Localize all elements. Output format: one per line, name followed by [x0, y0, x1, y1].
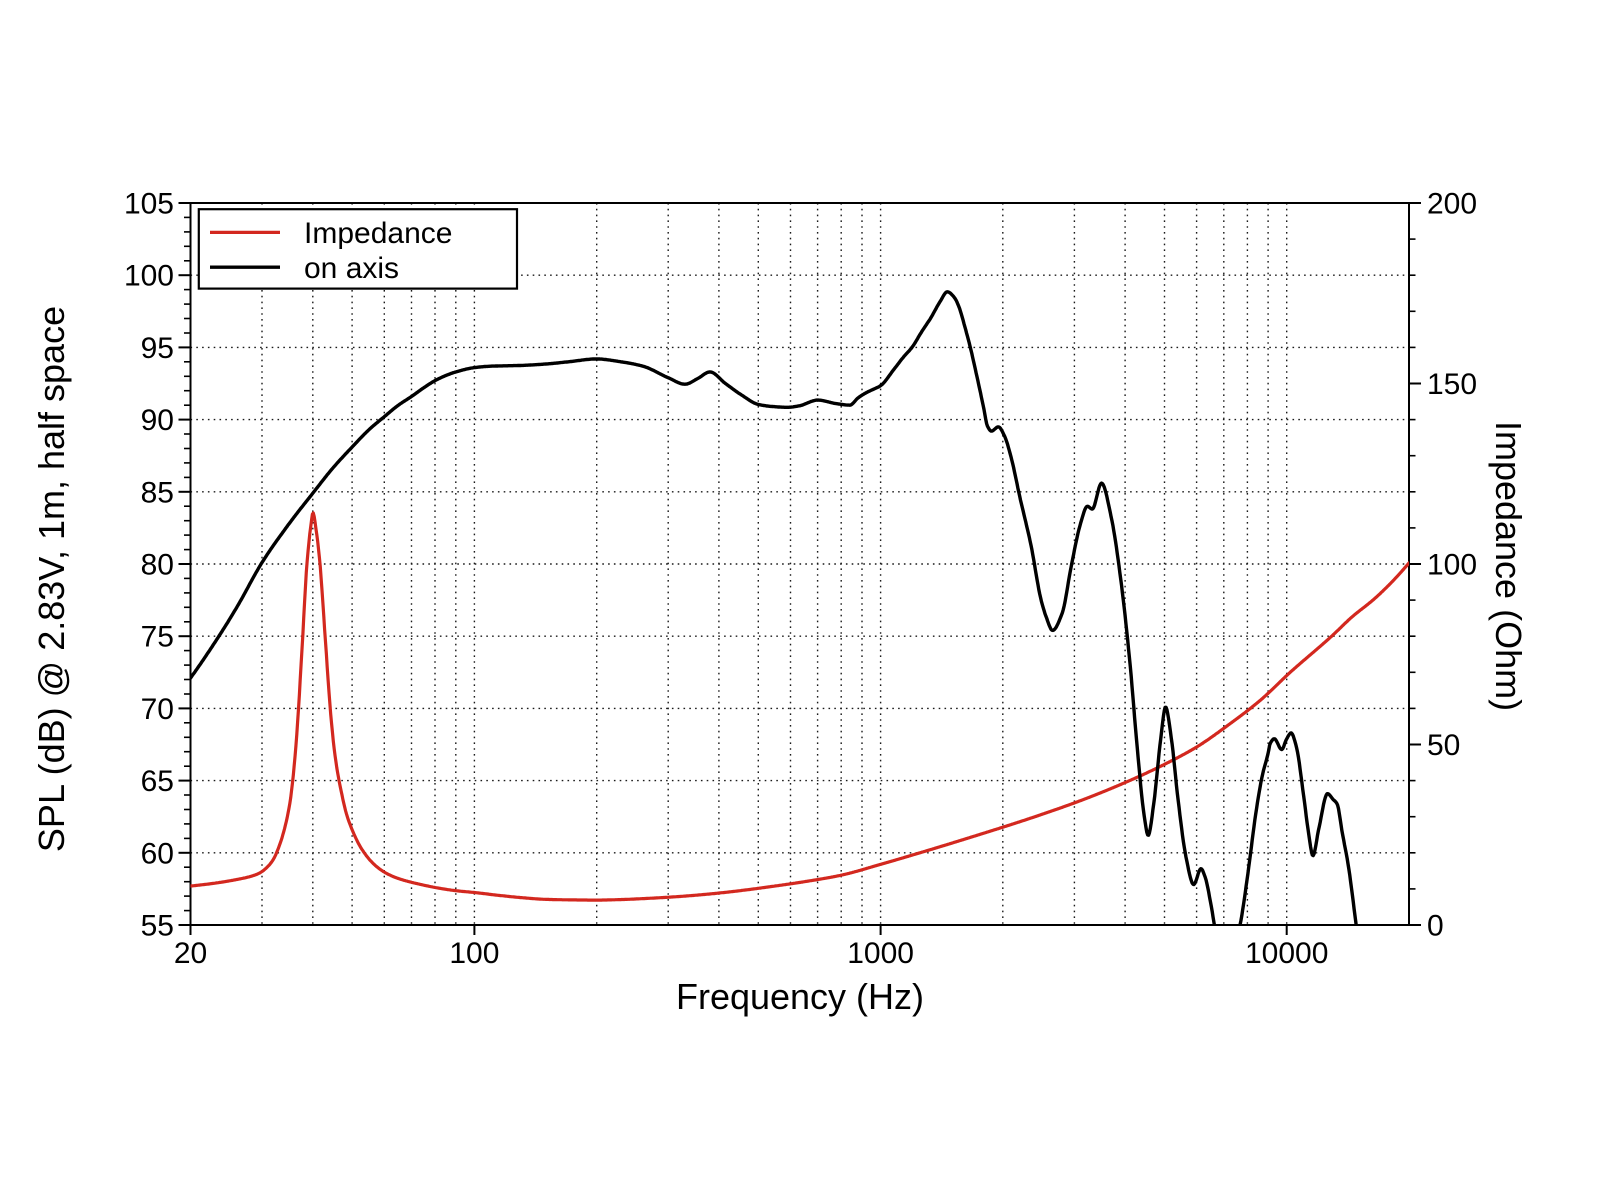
svg-text:Frequency (Hz): Frequency (Hz) [676, 976, 924, 1017]
svg-text:85: 85 [141, 476, 174, 509]
svg-text:Impedance (Ohm): Impedance (Ohm) [1488, 421, 1529, 711]
svg-text:SPL (dB) @ 2.83V, 1m, half spa: SPL (dB) @ 2.83V, 1m, half space [31, 306, 72, 852]
svg-text:55: 55 [141, 910, 174, 943]
svg-text:150: 150 [1427, 368, 1477, 401]
svg-text:20: 20 [174, 937, 207, 970]
svg-text:95: 95 [141, 332, 174, 365]
svg-text:100: 100 [1427, 549, 1477, 582]
svg-text:90: 90 [141, 404, 174, 437]
svg-text:105: 105 [124, 188, 174, 221]
svg-text:50: 50 [1427, 729, 1460, 762]
svg-text:80: 80 [141, 549, 174, 582]
svg-text:Impedance: Impedance [304, 217, 452, 250]
svg-text:65: 65 [141, 765, 174, 798]
svg-text:70: 70 [141, 693, 174, 726]
svg-text:on axis: on axis [304, 252, 399, 285]
svg-text:100: 100 [124, 260, 174, 293]
svg-text:100: 100 [449, 937, 499, 970]
svg-text:60: 60 [141, 837, 174, 870]
svg-text:0: 0 [1427, 910, 1444, 943]
svg-text:10000: 10000 [1245, 937, 1328, 970]
svg-text:1000: 1000 [847, 937, 914, 970]
svg-text:200: 200 [1427, 188, 1477, 221]
svg-text:75: 75 [141, 621, 174, 654]
